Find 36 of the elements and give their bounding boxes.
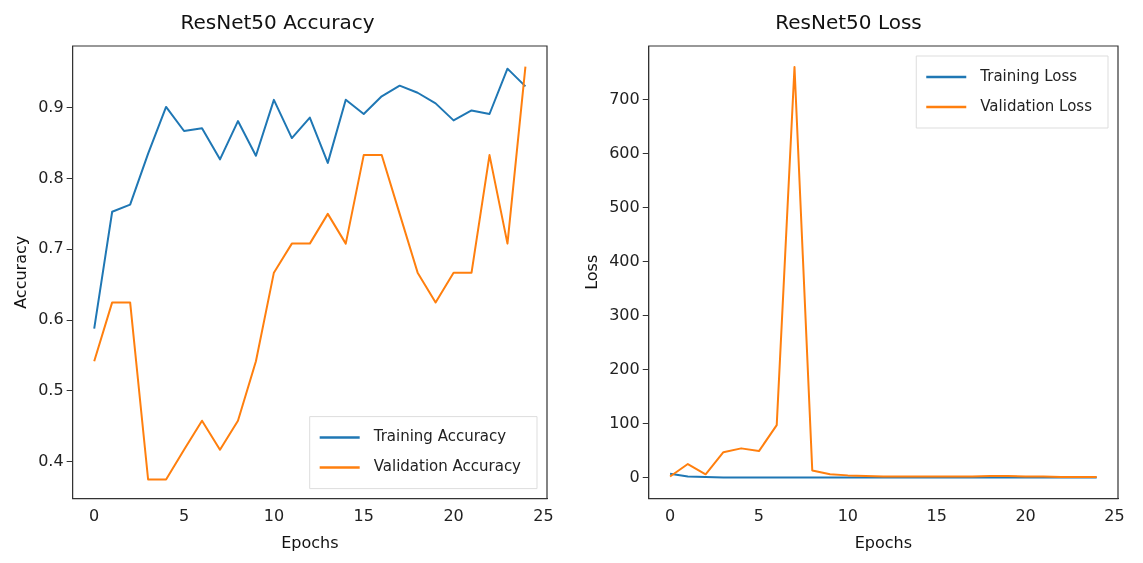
y-tick-label: 700 — [609, 88, 640, 108]
y-tick-label: 0 — [629, 466, 640, 486]
y-tick-label: 100 — [609, 412, 640, 432]
chart-title: ResNet50 Loss — [775, 10, 922, 35]
x-tick-label: 5 — [753, 506, 765, 526]
x-tick-label: 0 — [89, 506, 100, 526]
x-axis-title: Epochs — [281, 532, 339, 552]
x-tick-label: 20 — [1015, 506, 1036, 526]
x-tick-label: 10 — [837, 506, 858, 526]
legend-label: Training Accuracy — [372, 427, 507, 446]
y-tick-label: 300 — [609, 304, 640, 324]
y-tick-label: 0.7 — [38, 238, 64, 258]
x-tick-label: 10 — [263, 506, 285, 526]
x-tick-label: 15 — [926, 506, 947, 526]
y-axis-title: Accuracy — [10, 235, 30, 309]
legend-label: Training Loss — [979, 66, 1078, 85]
y-axis-title: Loss — [581, 254, 601, 290]
x-axis-title: Epochs — [854, 532, 913, 552]
y-tick-label: 600 — [609, 142, 640, 162]
y-tick-label: 0.4 — [38, 450, 64, 470]
x-tick-label: 25 — [533, 506, 554, 526]
x-tick-label: 0 — [664, 506, 676, 526]
y-tick-label: 200 — [609, 358, 640, 378]
legend-label: Validation Accuracy — [373, 457, 522, 476]
chart-title: ResNet50 Accuracy — [180, 10, 375, 35]
y-tick-label: 0.9 — [38, 96, 64, 116]
y-tick-label: 0.5 — [38, 380, 64, 400]
y-tick-label: 500 — [609, 196, 640, 216]
x-tick-label: 25 — [1104, 506, 1125, 526]
y-tick-label: 0.6 — [38, 309, 64, 329]
x-tick-label: 15 — [353, 506, 374, 526]
legend-label: Validation Loss — [980, 96, 1093, 115]
y-tick-label: 0.8 — [38, 167, 64, 187]
x-tick-label: 20 — [443, 506, 464, 526]
y-tick-label: 400 — [609, 250, 640, 270]
x-tick-label: 5 — [178, 506, 190, 526]
